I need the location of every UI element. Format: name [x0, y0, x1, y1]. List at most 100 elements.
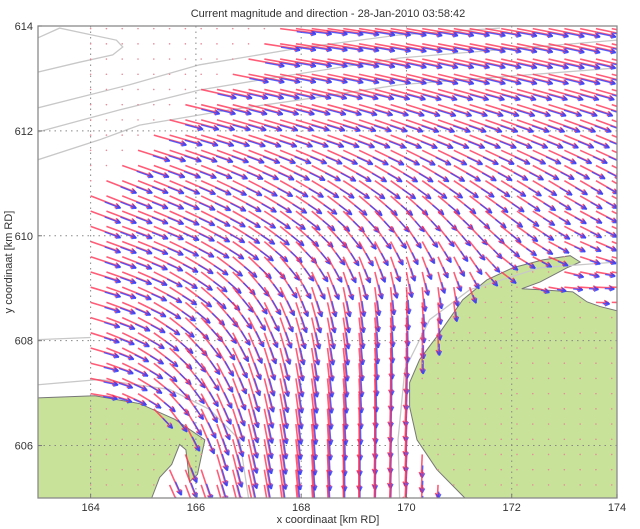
arrow-head	[358, 502, 360, 507]
vector-arrow-secondary	[268, 501, 273, 519]
arrow-shaft	[229, 249, 245, 260]
vector-arrow-secondary	[286, 300, 296, 317]
arrow-head	[389, 229, 395, 233]
arrow-shaft	[437, 302, 441, 324]
arrow-shaft	[238, 377, 247, 395]
arrow-shaft	[371, 172, 387, 183]
arrow-head	[345, 328, 350, 334]
vector-arrow-secondary	[256, 299, 268, 315]
vector-arrow-secondary	[314, 363, 320, 382]
arrow-shaft	[279, 124, 298, 132]
arrow-shaft	[326, 286, 336, 317]
arrow-head	[115, 251, 121, 254]
arrow-shaft	[329, 363, 334, 382]
arrow-shaft	[328, 425, 332, 445]
vector-arrow-secondary	[404, 140, 423, 149]
arrow-head	[254, 438, 259, 444]
arrow-shaft	[310, 408, 316, 444]
arrow-head	[195, 447, 200, 452]
arrow-head	[452, 50, 459, 54]
arrow-head	[313, 501, 315, 505]
arrow-shaft	[374, 271, 382, 299]
vector-arrow-secondary	[312, 30, 333, 37]
arrow-head	[224, 513, 227, 517]
zero-vector-dot	[168, 58, 171, 60]
vector-arrow-secondary	[120, 201, 137, 210]
arrow-head	[388, 513, 390, 518]
arrow-shaft	[261, 203, 277, 213]
arrow-shaft	[193, 405, 204, 420]
arrow-shaft	[358, 317, 364, 348]
arrow-head	[393, 293, 398, 299]
vector-arrow-secondary	[405, 125, 424, 133]
zero-vector-dot	[137, 103, 139, 106]
vector-arrow-secondary	[246, 187, 263, 197]
vector-arrow-secondary	[166, 294, 183, 304]
vector-arrow-secondary	[314, 347, 321, 366]
arrow-shaft	[135, 231, 153, 240]
arrow-head	[277, 113, 283, 116]
arrow-head	[246, 113, 252, 116]
arrow-shaft	[279, 393, 287, 428]
arrow-head	[261, 129, 267, 132]
arrow-shaft	[326, 393, 332, 429]
vector-arrow-secondary	[413, 236, 422, 249]
vector-arrow-secondary	[168, 170, 186, 179]
zero-vector-dot	[121, 27, 124, 30]
arrow-head	[433, 131, 439, 134]
arrow-shaft	[104, 246, 121, 254]
arrow-shaft	[248, 88, 283, 99]
vector-arrow-secondary	[407, 47, 427, 54]
arrow-shaft	[268, 378, 275, 397]
arrow-shaft	[311, 103, 346, 115]
arrow-head	[373, 98, 379, 101]
arrow-shaft	[406, 27, 442, 36]
arrow-shaft	[361, 300, 366, 317]
vector-arrow-secondary	[338, 204, 353, 216]
vector-arrow-secondary	[104, 261, 122, 269]
zero-vector-dot	[137, 43, 139, 45]
arrow-head	[113, 370, 119, 373]
arrow-shaft	[216, 88, 252, 98]
vector-arrow-secondary	[221, 484, 229, 498]
arrow-shaft	[246, 171, 264, 180]
zero-vector-dot	[121, 119, 124, 121]
vector-arrow-secondary	[214, 202, 232, 212]
arrow-head	[276, 311, 282, 316]
arrow-shaft	[363, 268, 371, 284]
zero-vector-dot	[105, 408, 108, 410]
arrow-head	[359, 501, 361, 505]
arrow-shaft	[247, 469, 256, 498]
arrow-head	[387, 114, 393, 117]
arrow-shaft	[224, 360, 235, 377]
arrow-shaft	[342, 124, 361, 132]
arrow-shaft	[295, 347, 303, 381]
arrow-shaft	[265, 77, 285, 83]
arrow-shaft	[200, 155, 218, 163]
vector-arrow-secondary	[379, 268, 387, 283]
arrow-shaft	[406, 88, 441, 100]
vector-arrow-secondary	[326, 140, 345, 149]
arrow-shaft	[391, 78, 411, 84]
vector-arrow-secondary	[151, 201, 169, 210]
arrow-shaft	[311, 73, 347, 83]
vector-arrow-secondary	[148, 385, 163, 395]
arrow-head	[310, 33, 317, 37]
arrow-head	[358, 65, 364, 69]
arrow-shaft	[252, 409, 259, 428]
vector-arrow-secondary	[470, 47, 490, 54]
vector-arrow-secondary	[470, 78, 491, 86]
arrow-shaft	[310, 439, 315, 475]
vector-arrow-secondary	[451, 156, 468, 166]
vector-arrow-secondary	[198, 217, 216, 227]
vector-arrow-secondary	[252, 409, 260, 429]
arrow-head	[263, 81, 269, 85]
arrow-head	[113, 356, 120, 359]
arrow-shaft	[254, 346, 263, 364]
vector-arrow-secondary	[263, 140, 282, 148]
vector-arrow-secondary	[360, 300, 367, 318]
arrow-shaft	[326, 408, 331, 444]
arrow-shaft	[180, 326, 195, 338]
arrow-head	[197, 144, 203, 147]
arrow-shaft	[103, 381, 119, 386]
